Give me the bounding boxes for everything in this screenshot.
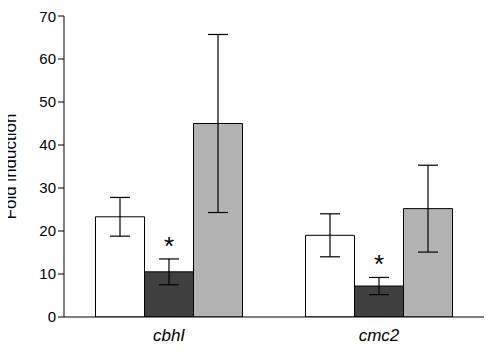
- svg-text:cmc2: cmc2: [359, 326, 400, 345]
- svg-text:20: 20: [39, 222, 56, 239]
- svg-text:70: 70: [39, 8, 56, 25]
- svg-text:50: 50: [39, 93, 56, 110]
- svg-text:*: *: [164, 231, 174, 261]
- svg-text:cbhI: cbhI: [153, 326, 185, 345]
- svg-text:*: *: [374, 249, 384, 279]
- svg-text:30: 30: [39, 179, 56, 196]
- svg-text:10: 10: [39, 265, 56, 282]
- svg-text:0: 0: [48, 308, 56, 325]
- svg-text:Fold induction: Fold induction: [8, 114, 20, 220]
- svg-text:40: 40: [39, 136, 56, 153]
- svg-text:60: 60: [39, 50, 56, 67]
